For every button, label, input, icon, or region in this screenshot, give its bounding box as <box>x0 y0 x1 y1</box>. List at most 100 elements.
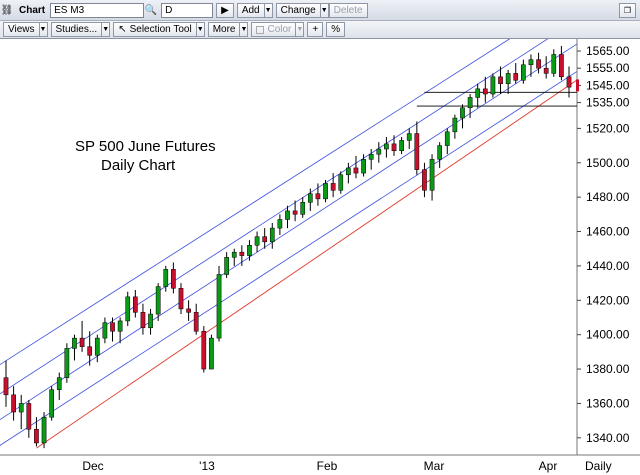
x-tick-label: Apr <box>539 459 558 473</box>
candle-body <box>87 346 93 356</box>
candle-body <box>414 133 420 170</box>
candle-body <box>429 159 435 191</box>
candle <box>269 222 275 249</box>
candle <box>482 76 488 103</box>
more-button[interactable]: More <box>207 22 241 37</box>
candle-body <box>437 145 443 160</box>
candle-body <box>239 251 245 256</box>
candle <box>437 142 443 168</box>
play-icon[interactable]: ▶ <box>216 2 234 18</box>
candles <box>3 45 572 449</box>
x-axis: Dec '13 Feb Mar Apr <box>82 459 557 473</box>
add-dropdown-icon[interactable]: ▼ <box>263 2 273 18</box>
plot-background <box>0 39 577 455</box>
candle <box>414 121 420 175</box>
candle <box>26 399 32 438</box>
studies-button[interactable]: Studies... <box>50 22 103 37</box>
add-button[interactable]: Add <box>236 2 265 18</box>
x-tick-label: Mar <box>424 459 445 473</box>
channel-line-2 <box>0 43 577 421</box>
candle <box>323 179 328 203</box>
color-button[interactable]: Color <box>251 22 297 37</box>
period-input[interactable]: D <box>161 2 214 18</box>
candle-body <box>406 133 412 141</box>
candle-body <box>171 269 176 289</box>
candle-body <box>148 313 153 329</box>
y-tick-label: 1340.00 <box>586 431 630 445</box>
candle <box>292 200 298 222</box>
x-tick-label: '13 <box>199 459 215 473</box>
candle-body <box>125 296 131 322</box>
candle-body <box>376 148 382 155</box>
views-dropdown-icon[interactable]: ▼ <box>38 22 48 37</box>
color-label: Color <box>267 24 292 35</box>
candle-body <box>41 416 47 444</box>
candle <box>155 283 161 321</box>
candle-body <box>247 245 252 256</box>
candle-body <box>216 274 222 339</box>
candle <box>391 135 397 156</box>
candle-body <box>34 428 39 444</box>
y-tick-label: 1500.00 <box>586 156 630 170</box>
candle-body <box>102 322 108 339</box>
candle-body <box>307 193 313 203</box>
candle <box>186 300 191 321</box>
candle-body <box>338 174 344 191</box>
candle-body <box>292 210 298 215</box>
symbol-input[interactable]: ES M3 <box>50 2 145 18</box>
candle <box>11 386 16 421</box>
candle <box>467 94 473 119</box>
candle-body <box>110 322 115 332</box>
y-tick-label: 1380.00 <box>586 362 630 376</box>
change-dropdown-icon[interactable]: ▼ <box>319 2 329 18</box>
candle-body <box>399 140 404 151</box>
link-icon[interactable]: ⛓ <box>0 4 14 16</box>
y-tick-label: 1420.00 <box>586 293 630 307</box>
y-tick-label: 1535.00 <box>586 96 630 110</box>
candle-body <box>490 76 496 95</box>
more-dropdown-icon[interactable]: ▼ <box>239 22 249 37</box>
color-dropdown-icon[interactable]: ▼ <box>295 22 305 37</box>
candle <box>346 162 351 184</box>
change-button[interactable]: Change <box>275 2 321 18</box>
candle-body <box>330 183 336 191</box>
y-tick-label: 1545.00 <box>586 78 630 92</box>
candle-body <box>444 131 450 146</box>
candle-body <box>254 236 260 246</box>
crosshair-button[interactable]: + <box>307 22 324 37</box>
studies-dropdown-icon[interactable]: ▼ <box>101 22 111 37</box>
candle-body <box>536 59 541 69</box>
chart-options-toolbar: Views ▼ Studies... ▼ ↖ Selection Tool ▼ More… <box>0 21 640 39</box>
candle-body <box>460 107 465 119</box>
candle <box>528 54 534 77</box>
candle-body <box>79 337 85 347</box>
price-marker <box>576 79 579 92</box>
candle <box>231 248 237 266</box>
candle-body <box>452 117 458 133</box>
candle-body <box>49 389 54 418</box>
candle <box>140 303 146 335</box>
y-tick-label: 1520.00 <box>586 121 630 135</box>
candle-body <box>193 312 199 332</box>
chart-annotation-line1: SP 500 June Futures <box>75 138 216 155</box>
candle <box>521 59 526 84</box>
y-tick-label: 1480.00 <box>586 190 630 204</box>
price-chart[interactable]: 1340.00 1360.00 1380.00 1400.00 1420.00 1440.… <box>0 39 640 475</box>
chart-title: Chart <box>19 4 46 16</box>
restore-icon[interactable]: ❐ <box>618 2 636 18</box>
candle <box>132 289 138 318</box>
candle <box>330 173 336 198</box>
candle-body <box>384 143 389 150</box>
selection-tool-dropdown-icon[interactable]: ▼ <box>195 22 205 37</box>
candle <box>551 49 557 77</box>
candle <box>505 69 511 95</box>
search-icon[interactable]: 🔍 <box>144 4 158 16</box>
candle <box>513 63 519 84</box>
candle <box>18 394 24 430</box>
delete-button[interactable]: Delete <box>328 2 368 18</box>
percent-button[interactable]: % <box>326 22 346 37</box>
cursor-icon: ↖ <box>118 24 127 35</box>
selection-tool-button[interactable]: ↖ Selection Tool <box>113 22 197 37</box>
views-button[interactable]: Views <box>3 22 40 37</box>
candle <box>315 183 321 206</box>
